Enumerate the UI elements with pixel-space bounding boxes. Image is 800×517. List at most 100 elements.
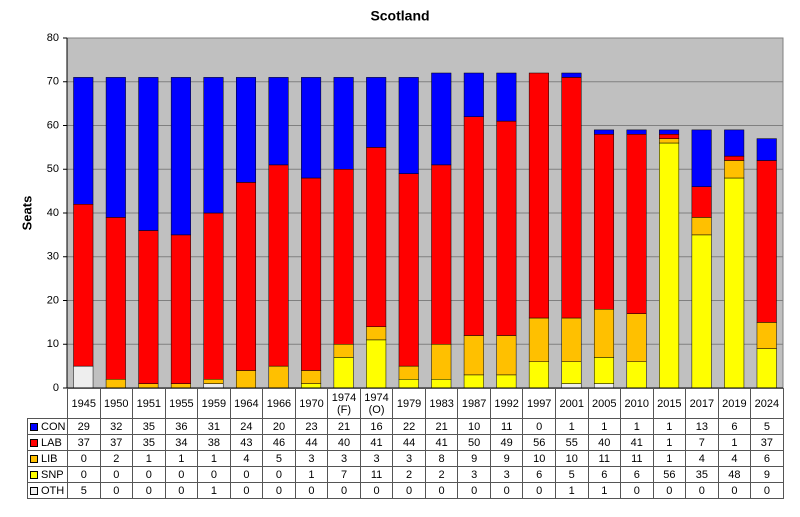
category-label: 1950	[99, 388, 134, 419]
table-value: 0	[392, 482, 426, 499]
category-label: 1997	[522, 388, 556, 419]
bar-segment	[528, 72, 549, 319]
table-value: 0	[67, 466, 101, 483]
bar-segment	[496, 120, 517, 336]
table-value: 24	[229, 418, 264, 435]
bar-segment	[463, 374, 484, 389]
bar-segment	[203, 212, 224, 380]
table-value: 55	[554, 434, 589, 451]
bar-segment	[724, 177, 745, 389]
table-value: 0	[164, 466, 199, 483]
table-value: 9	[489, 450, 524, 467]
table-value: 38	[197, 434, 231, 451]
category-label: 1955	[164, 388, 199, 419]
bar-segment	[593, 357, 615, 384]
table-value: 35	[132, 434, 166, 451]
legend-label: LAB	[41, 436, 62, 449]
bar-segment	[626, 313, 647, 362]
table-value: 56	[652, 466, 687, 483]
bar-segment	[268, 164, 289, 367]
table-value: 41	[620, 434, 654, 451]
table-value: 0	[132, 466, 166, 483]
bar-segment	[301, 77, 322, 179]
table-value: 41	[359, 434, 394, 451]
table-value: 44	[294, 434, 329, 451]
category-label: 1959	[197, 388, 231, 419]
table-value: 5	[262, 450, 296, 467]
category-label: 1987	[457, 388, 491, 419]
table-value: 1	[652, 434, 687, 451]
bar-segment	[593, 134, 615, 310]
y-tick-label: 50	[47, 163, 59, 175]
bar-segment	[561, 317, 582, 362]
bar-segment	[756, 160, 777, 323]
table-value: 11	[489, 418, 524, 435]
category-label: 1992	[489, 388, 524, 419]
table-value: 37	[67, 434, 101, 451]
table-value: 37	[750, 434, 784, 451]
bar-segment	[73, 365, 94, 389]
bar-segment	[659, 129, 680, 135]
table-value: 48	[717, 466, 752, 483]
table-value: 37	[99, 434, 134, 451]
table-value: 3	[294, 450, 329, 467]
bar-segment	[105, 77, 126, 218]
bar-segment	[203, 379, 224, 384]
table-value: 5	[67, 482, 101, 499]
category-label: 2019	[717, 388, 752, 419]
y-tick-label: 60	[47, 119, 59, 131]
legend-entry: LIB	[27, 450, 68, 467]
table-value: 11	[587, 450, 622, 467]
category-label: 2001	[554, 388, 589, 419]
chart-title: Scotland	[370, 8, 429, 24]
y-tick-label: 10	[47, 338, 59, 350]
bar-segment	[756, 322, 777, 349]
bar-segment	[138, 77, 159, 231]
table-value: 1	[554, 482, 589, 499]
table-value: 0	[164, 482, 199, 499]
y-tick-label: 30	[47, 251, 59, 263]
y-tick-label: 0	[53, 382, 59, 394]
category-label: 1945	[67, 388, 101, 419]
bar-segment	[170, 77, 191, 236]
table-value: 8	[424, 450, 459, 467]
bar-segment	[268, 365, 289, 389]
bar-segment	[138, 230, 159, 384]
bar-segment	[691, 186, 712, 218]
bar-segment	[724, 160, 745, 179]
legend-swatch	[30, 454, 38, 463]
table-value: 4	[685, 450, 719, 467]
table-value: 11	[359, 466, 394, 483]
table-value: 0	[67, 450, 101, 467]
table-value: 46	[262, 434, 296, 451]
bar-segment	[105, 217, 126, 380]
table-value: 9	[750, 466, 784, 483]
bar-segment	[496, 374, 517, 389]
legend-entry: SNP	[27, 466, 68, 483]
table-value: 32	[99, 418, 134, 435]
bar-segment	[73, 77, 94, 205]
table-value: 0	[424, 482, 459, 499]
bar-segment	[431, 72, 452, 166]
bar-segment	[659, 134, 680, 139]
bar-segment	[659, 138, 680, 144]
bar-segment	[463, 335, 484, 376]
table-value: 1	[620, 418, 654, 435]
table-value: 0	[652, 482, 687, 499]
table-value: 4	[229, 450, 264, 467]
bar-segment	[561, 72, 582, 78]
bar-segment	[756, 348, 777, 389]
table-value: 16	[359, 418, 394, 435]
table-value: 56	[522, 434, 556, 451]
table-value: 0	[99, 482, 134, 499]
table-value: 0	[489, 482, 524, 499]
table-value: 6	[522, 466, 556, 483]
table-value: 49	[489, 434, 524, 451]
category-label: 2024	[750, 388, 784, 419]
table-value: 3	[392, 450, 426, 467]
bar-segment	[431, 344, 452, 380]
table-value: 10	[522, 450, 556, 467]
bar-segment	[691, 129, 712, 187]
category-label: 2017	[685, 388, 719, 419]
